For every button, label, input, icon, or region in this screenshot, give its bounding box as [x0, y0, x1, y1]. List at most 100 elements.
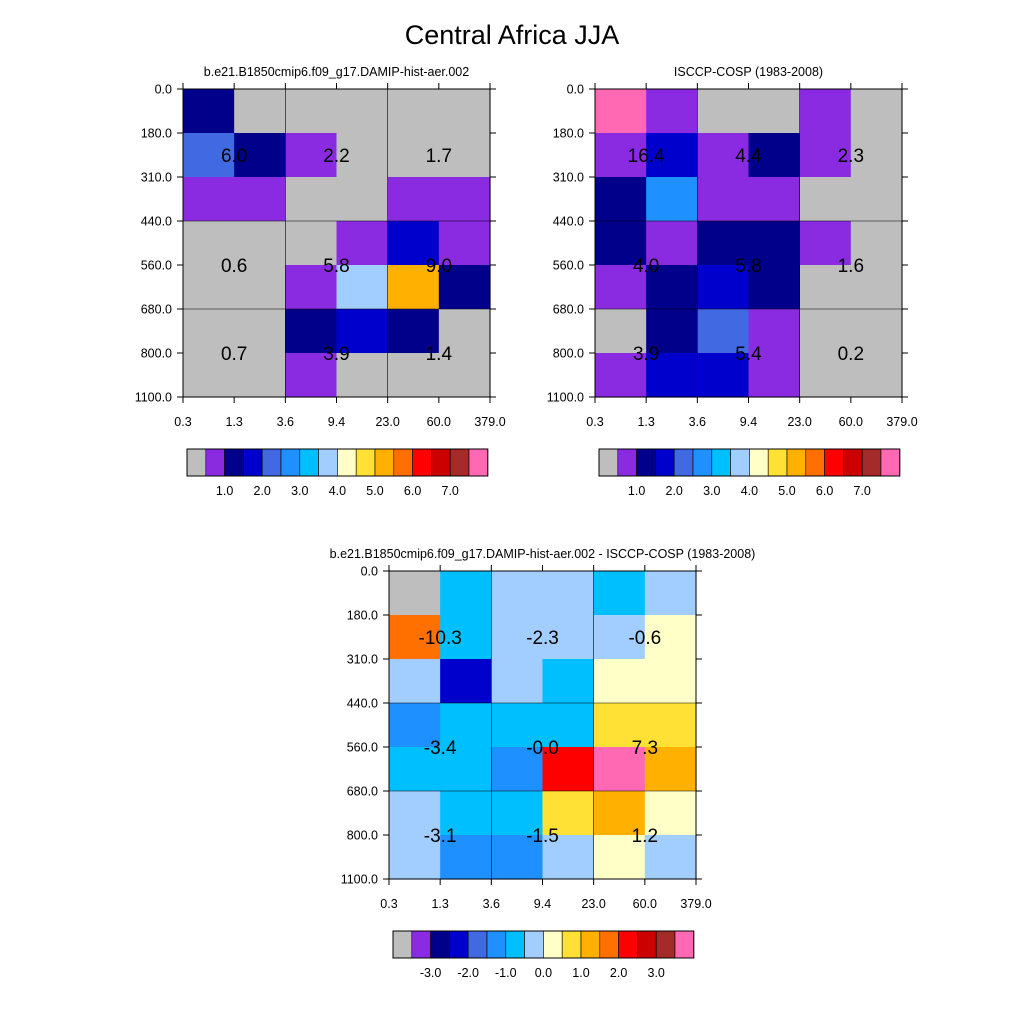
- colorbar-swatch: [561, 930, 582, 959]
- heatmap-cell: [336, 265, 389, 310]
- heatmap-cell: [646, 89, 698, 134]
- colorbar-label: 0.0: [535, 966, 552, 980]
- y-tick-label: 1100.0: [341, 873, 378, 887]
- x-tick-label: 23.0: [787, 415, 811, 429]
- heatmap-cell: [697, 133, 750, 178]
- colorbar-swatch: [673, 448, 694, 477]
- panel-title: ISCCP-COSP (1983-2008): [674, 65, 823, 79]
- colorbar-frame: [186, 448, 489, 477]
- colorbar-swatch: [636, 448, 656, 477]
- y-tick-label: 680.0: [347, 785, 378, 799]
- colorbar-label: 2.0: [666, 484, 683, 498]
- colorbar-label: 2.0: [254, 484, 271, 498]
- colorbar-swatch: [449, 930, 469, 959]
- heatmap-cell: [285, 309, 338, 354]
- group-value-label: 2.3: [838, 146, 864, 167]
- colorbar-label: -3.0: [420, 966, 442, 980]
- group-value-label: 1.4: [426, 344, 453, 365]
- x-tick-label: 379.0: [680, 897, 711, 911]
- heatmap-cell: [438, 133, 491, 178]
- heatmap-cell: [440, 571, 492, 616]
- colorbar-swatch: [543, 930, 563, 959]
- heatmap-cell: [748, 177, 801, 222]
- heatmap-cell: [183, 221, 235, 266]
- heatmap-cell: [593, 571, 646, 616]
- heatmap-cell: [644, 835, 697, 880]
- colorbar-swatch: [843, 448, 863, 477]
- heatmap-cell: [542, 747, 595, 792]
- heatmap-cell: [491, 835, 544, 880]
- heatmap-cell: [595, 353, 647, 398]
- x-tick-label: 60.0: [633, 897, 657, 911]
- x-tick-label: 0.3: [174, 415, 191, 429]
- y-tick-label: 1100.0: [547, 391, 584, 405]
- y-tick-label: 440.0: [553, 215, 584, 229]
- colorbar-label: 2.0: [610, 966, 627, 980]
- colorbar-swatch: [430, 930, 450, 959]
- x-tick-label: 1.3: [225, 415, 242, 429]
- heatmap-cell: [336, 221, 389, 266]
- x-tick-label: 379.0: [886, 415, 917, 429]
- colorbar-swatch: [730, 448, 750, 477]
- heatmap-cell: [644, 659, 697, 704]
- colorbar-swatch: [824, 448, 844, 477]
- y-tick-label: 310.0: [141, 171, 172, 185]
- x-tick-label: 23.0: [581, 897, 605, 911]
- heatmap-cell: [491, 571, 544, 616]
- colorbar-swatch: [580, 930, 601, 959]
- heatmap-cell: [438, 221, 491, 266]
- heatmap-cell: [850, 89, 903, 134]
- colorbar-swatch: [411, 930, 431, 959]
- heatmap-cell: [440, 747, 492, 792]
- heatmap-cell: [595, 177, 647, 222]
- colorbar-swatch: [393, 448, 413, 477]
- heatmap-cell: [542, 835, 595, 880]
- heatmap-cell: [336, 353, 389, 398]
- heatmap-cell: [389, 615, 441, 660]
- heatmap-cell: [697, 353, 750, 398]
- heatmap-cell: [646, 133, 698, 178]
- heatmap-cell: [336, 89, 389, 134]
- group-value-label: -0.0: [526, 738, 559, 759]
- heatmap-cell: [389, 835, 441, 880]
- heatmap-cell: [389, 747, 441, 792]
- y-tick-label: 310.0: [553, 171, 584, 185]
- colorbar-swatch: [692, 448, 713, 477]
- heatmap-cell: [387, 89, 440, 134]
- heatmap-cell: [234, 221, 286, 266]
- heatmap-cell: [593, 791, 646, 836]
- heatmap-cell: [799, 177, 852, 222]
- heatmap-cell: [644, 703, 697, 748]
- heatmap-cell: [850, 177, 903, 222]
- y-tick-label: 1100.0: [135, 391, 172, 405]
- heatmap-cell: [748, 265, 801, 310]
- x-tick-label: 60.0: [839, 415, 863, 429]
- heatmap-cell: [387, 177, 440, 222]
- heatmap-cell: [336, 309, 389, 354]
- x-tick-label: 3.6: [277, 415, 294, 429]
- group-value-label: -1.5: [526, 826, 559, 847]
- group-value-label: 1.7: [426, 146, 452, 167]
- heatmap-cell: [387, 309, 440, 354]
- colorbar-frame: [392, 930, 695, 959]
- colorbar-label: 5.0: [778, 484, 795, 498]
- heatmap-cell: [285, 89, 338, 134]
- y-tick-label: 560.0: [141, 259, 172, 273]
- colorbar-label: 6.0: [404, 484, 421, 498]
- heatmap-cell: [646, 177, 698, 222]
- y-tick-label: 0.0: [155, 83, 172, 97]
- heatmap-cell: [491, 703, 544, 748]
- heatmap-cell: [285, 177, 338, 222]
- heatmap-cell: [234, 353, 286, 398]
- heatmap-cell: [234, 89, 286, 134]
- heatmap-cell: [697, 89, 750, 134]
- heatmap-cell: [850, 353, 903, 398]
- x-tick-label: 0.3: [380, 897, 397, 911]
- heatmap-cell: [593, 703, 646, 748]
- y-tick-label: 560.0: [553, 259, 584, 273]
- heatmap-cell: [285, 353, 338, 398]
- colorbar-swatch: [355, 448, 376, 477]
- heatmap-cell: [183, 89, 235, 134]
- colorbar-swatch: [880, 448, 901, 477]
- heatmap-cell: [542, 571, 595, 616]
